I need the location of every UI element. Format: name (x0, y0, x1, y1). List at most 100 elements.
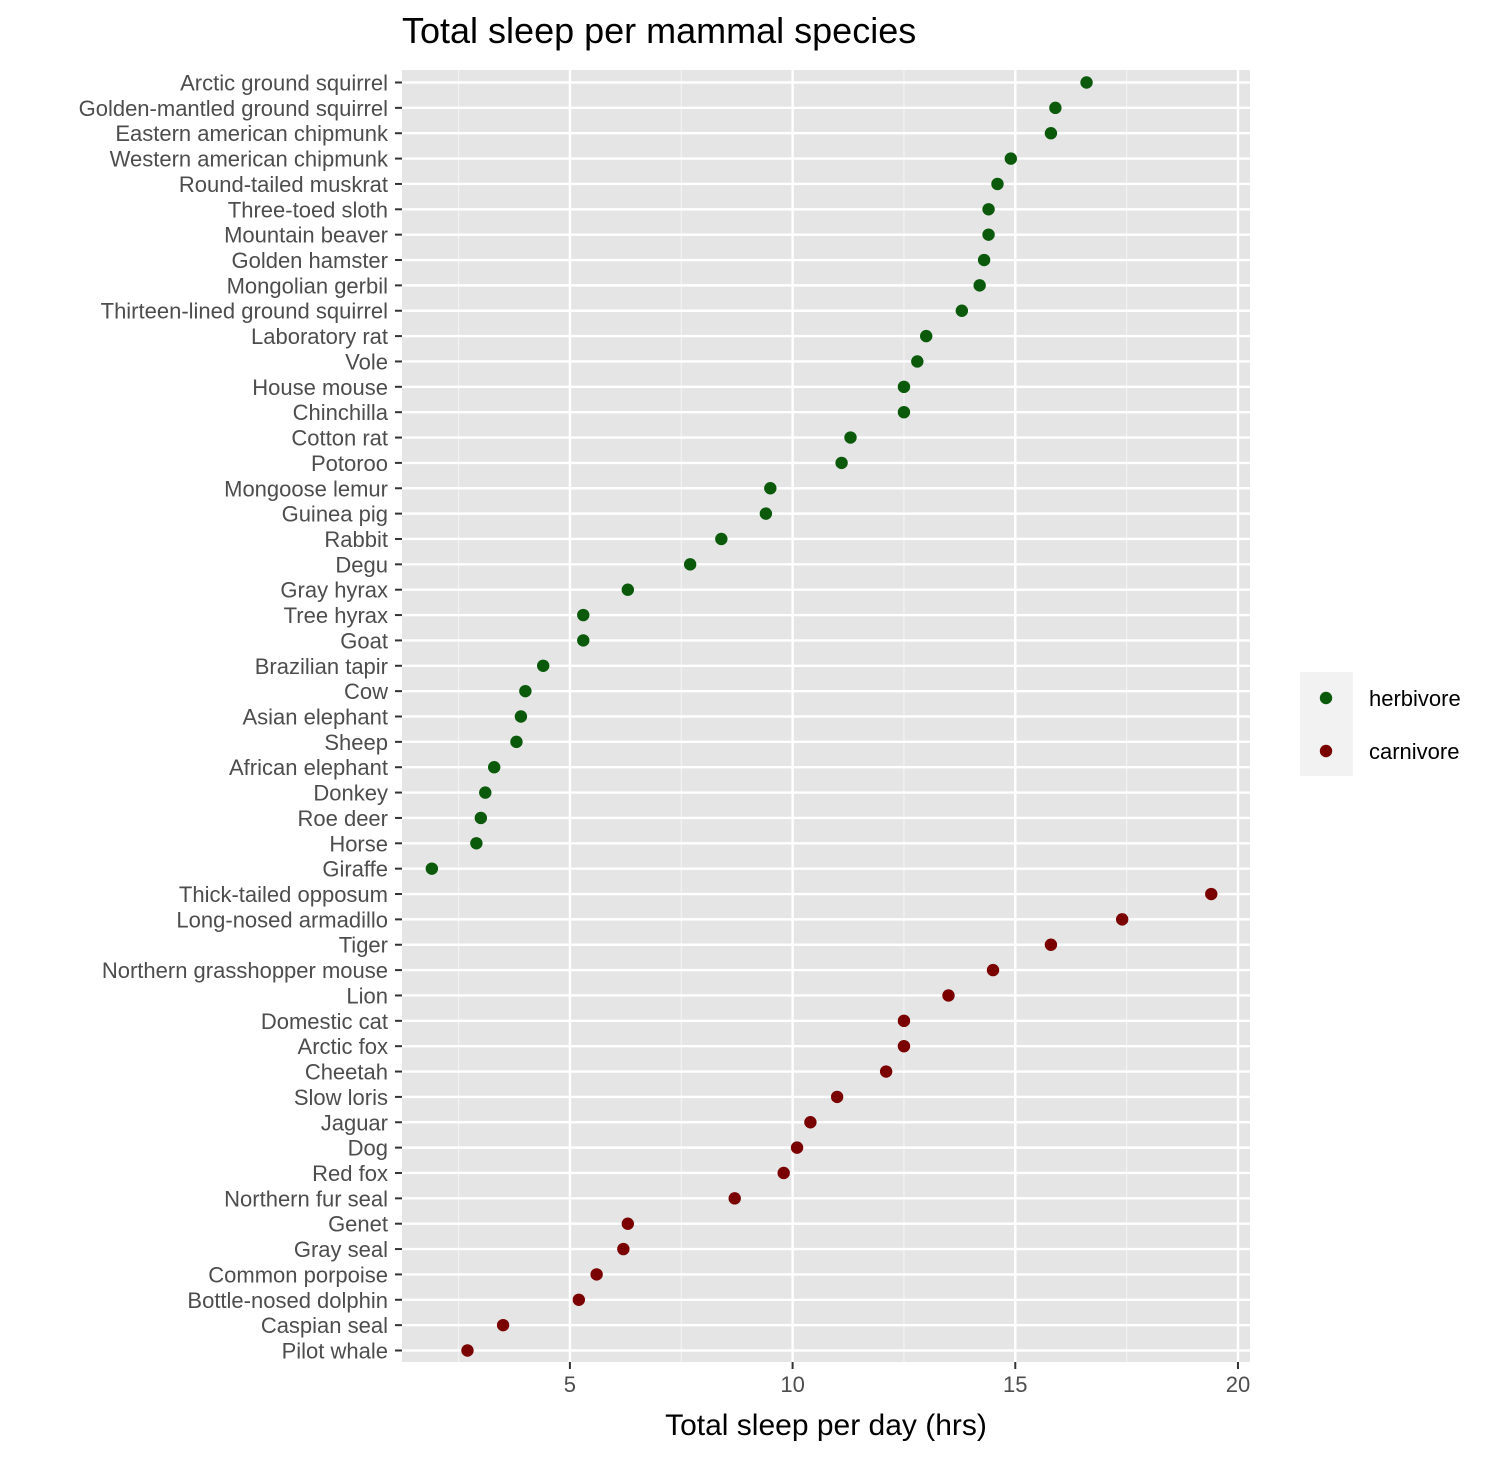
y-tick-label: Domestic cat (261, 1009, 388, 1034)
data-point (777, 1166, 790, 1180)
y-tick-label: Long-nosed armadillo (176, 907, 388, 932)
y-tick-label: Mountain beaver (224, 223, 388, 248)
data-point (804, 1116, 817, 1129)
data-point (470, 837, 483, 850)
y-tick-label: Thick-tailed opposum (179, 882, 388, 907)
y-tick-label: Gray seal (294, 1237, 388, 1262)
y-tick-label: Asian elephant (242, 705, 388, 730)
data-point (590, 1268, 603, 1281)
data-point (683, 558, 697, 571)
data-point (536, 659, 550, 672)
x-axis-title: Total sleep per day (hrs) (665, 1409, 987, 1442)
data-point (897, 380, 911, 394)
data-point (790, 1141, 804, 1154)
data-point (479, 786, 492, 799)
y-tick-label: Vole (345, 349, 388, 374)
data-point (977, 253, 991, 267)
legend-key-carnivore (1319, 744, 1333, 758)
x-tick-label: 15 (1003, 1372, 1027, 1397)
legend-label: carnivore (1369, 739, 1459, 764)
y-tick-label: Laboratory rat (251, 324, 388, 349)
y-tick-label: Goat (340, 628, 388, 653)
data-point (973, 279, 986, 292)
x-tick-label: 5 (564, 1372, 576, 1397)
y-tick-label: Three-toed sloth (228, 197, 388, 222)
y-tick-label: Cow (344, 679, 388, 704)
data-point (577, 634, 590, 647)
y-tick-label: Tree hyrax (284, 603, 388, 628)
data-point (1205, 887, 1218, 901)
y-tick-label: Western american chipmunk (110, 147, 389, 172)
data-point (728, 1192, 741, 1205)
data-point (920, 329, 933, 343)
y-tick-label: Cotton rat (291, 426, 388, 451)
data-point (830, 1090, 844, 1104)
data-point (835, 456, 848, 470)
data-point (986, 963, 1000, 977)
y-tick-label: Rabbit (324, 527, 388, 552)
data-point (879, 1065, 893, 1078)
data-point (1044, 938, 1058, 951)
y-tick-label: Donkey (313, 781, 388, 806)
y-tick-label: Arctic ground squirrel (180, 71, 388, 96)
legend-key-herbivore (1319, 691, 1333, 705)
y-tick-label: Cheetah (305, 1060, 388, 1085)
data-point (897, 1039, 911, 1053)
data-point (617, 1242, 630, 1256)
y-tick-label: Pilot whale (282, 1339, 388, 1364)
data-point (514, 710, 528, 723)
y-tick-label: Dog (348, 1136, 388, 1161)
major-gridlines (402, 70, 1250, 1362)
y-tick-label: Roe deer (297, 806, 388, 831)
y-tick-label: Genet (328, 1212, 388, 1237)
x-tick-label: 10 (780, 1372, 804, 1397)
data-point (519, 684, 532, 698)
y-tick-label: Arctic fox (298, 1034, 388, 1059)
legend-key-background (1300, 672, 1353, 776)
data-point (487, 761, 501, 774)
y-tick-label: Degu (335, 552, 388, 577)
data-point (461, 1344, 474, 1357)
data-point (1080, 76, 1093, 89)
y-tick-label: Mongoose lemur (224, 476, 388, 501)
data-point (942, 989, 955, 1002)
y-tick-label: Lion (346, 983, 388, 1008)
data-point (715, 532, 728, 546)
data-point (759, 507, 773, 520)
y-tick-label: Northern grasshopper mouse (102, 958, 388, 983)
chart-title: Total sleep per mammal species (402, 10, 916, 51)
y-tick-label: Gray hyrax (280, 578, 388, 603)
y-tick-label: Horse (329, 831, 388, 856)
y-tick-label: Chinchilla (293, 400, 389, 425)
data-point (764, 482, 777, 495)
y-tick-label: Golden-mantled ground squirrel (79, 96, 388, 121)
data-point (621, 583, 635, 596)
y-tick-label: House mouse (252, 375, 388, 400)
data-point (621, 1217, 635, 1230)
y-tick-label: Bottle-nosed dolphin (187, 1288, 388, 1313)
legend: herbivore carnivore (1300, 672, 1461, 776)
legend-label: herbivore (1369, 686, 1461, 711)
y-tick-label: Giraffe (322, 857, 388, 882)
data-points (425, 76, 1218, 1357)
y-tick-label: Thirteen-lined ground squirrel (101, 299, 388, 324)
x-axis: 5 10 15 20 (564, 1362, 1250, 1397)
data-point (425, 862, 439, 875)
data-point (991, 177, 1004, 191)
y-tick-label: African elephant (229, 755, 388, 780)
y-tick-label: Northern fur seal (224, 1186, 388, 1211)
y-tick-label: Potoroo (311, 451, 388, 476)
data-point (510, 735, 523, 749)
y-tick-label: Guinea pig (282, 502, 388, 527)
data-point (844, 431, 857, 444)
y-tick-label: Brazilian tapir (255, 654, 388, 679)
data-point (1115, 913, 1129, 926)
data-point (572, 1293, 586, 1306)
data-point (897, 405, 911, 419)
data-point (982, 203, 995, 216)
data-point (496, 1318, 510, 1332)
y-tick-label: Common porpoise (208, 1262, 388, 1287)
y-tick-label: Golden hamster (231, 248, 388, 273)
